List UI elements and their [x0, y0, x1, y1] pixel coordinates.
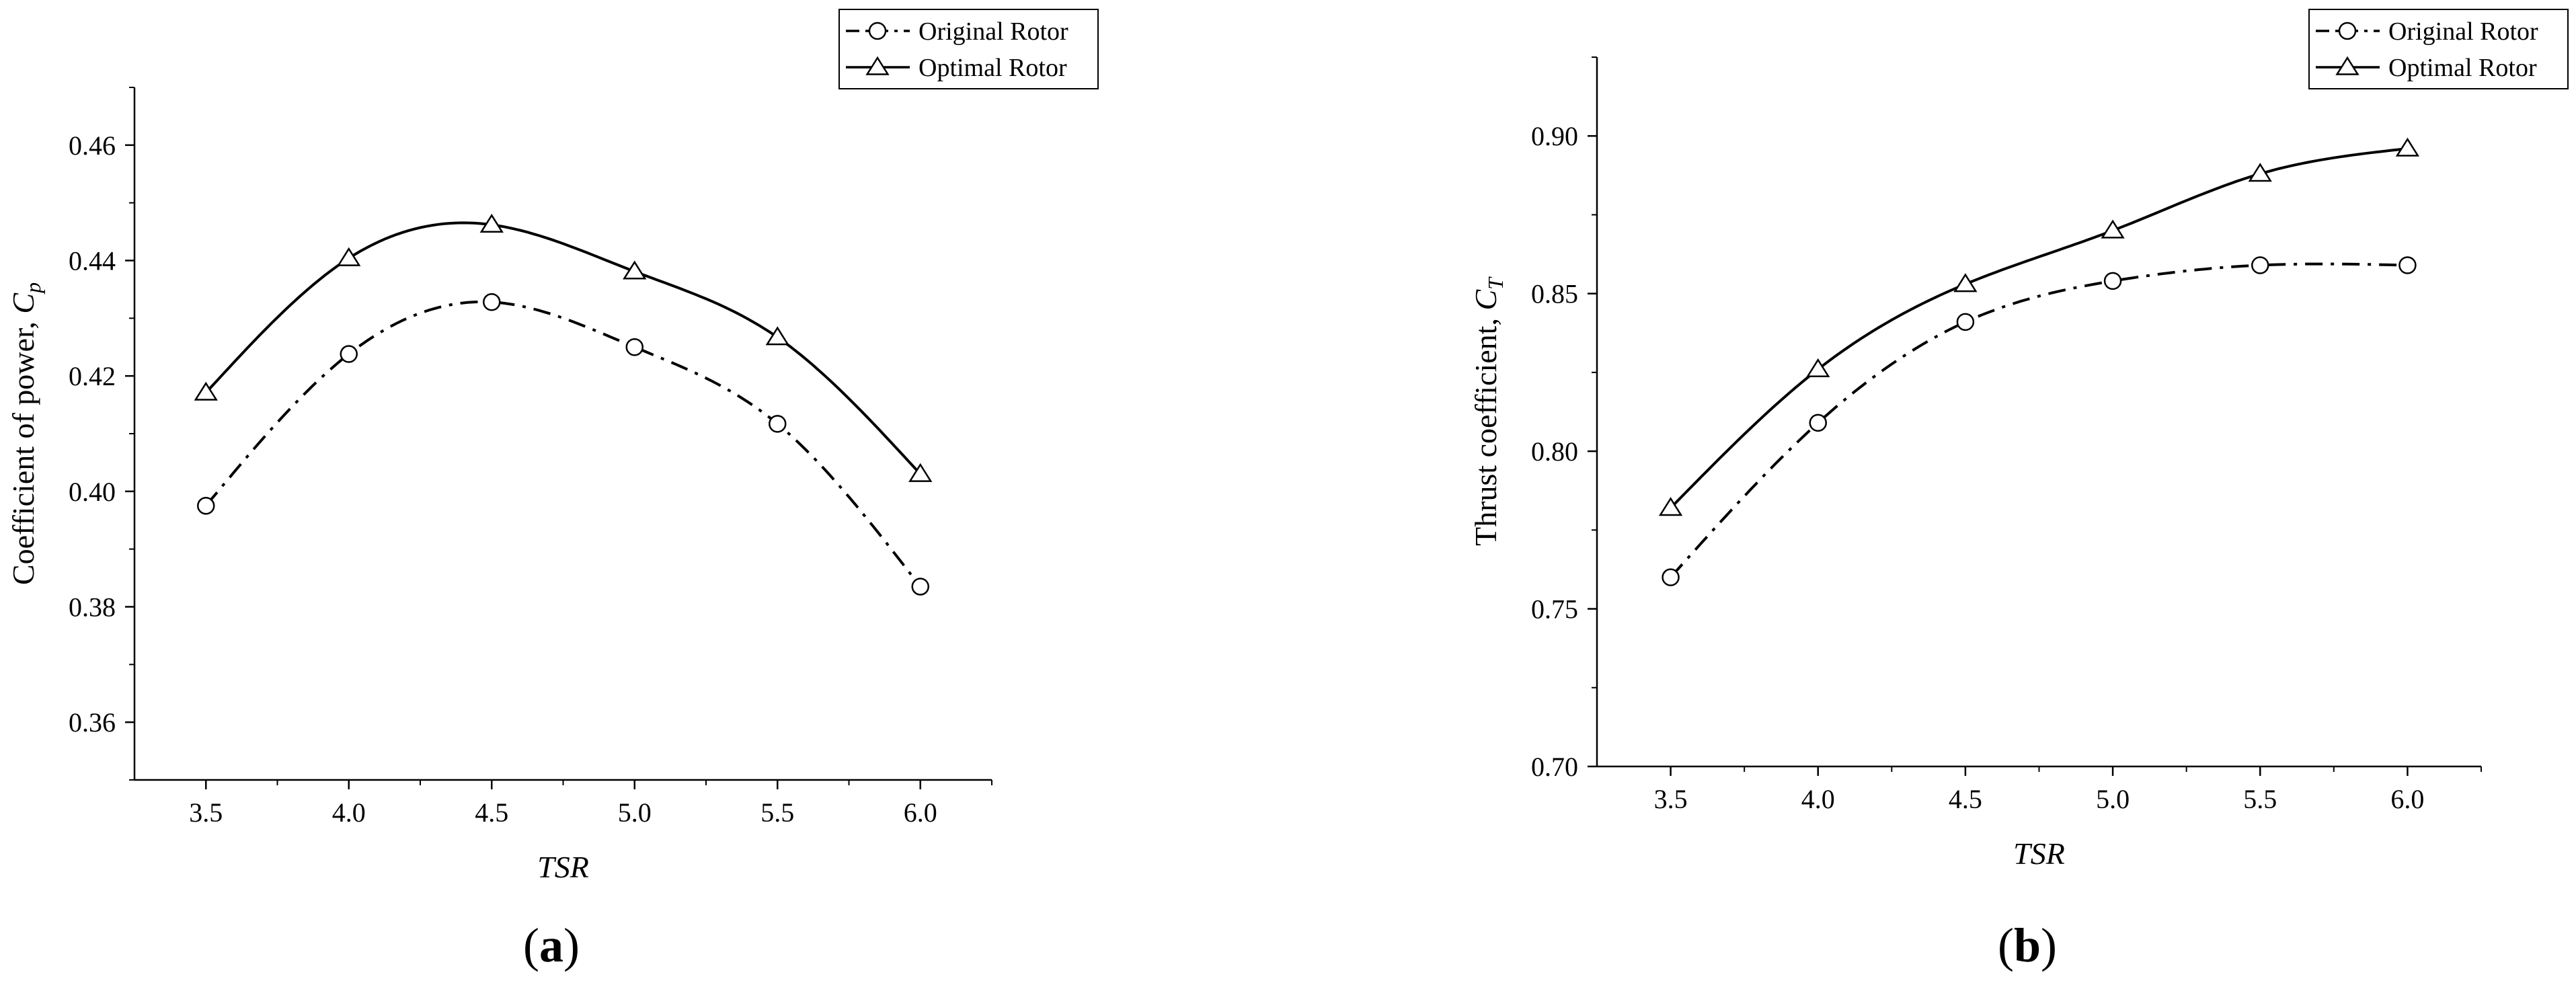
x-tick-label: 4.0: [1801, 784, 1835, 814]
x-axis-title: TSR: [2013, 836, 2065, 871]
circle-marker: [2398, 256, 2417, 274]
legend-label: Original Rotor: [919, 17, 1068, 46]
series-original-rotor: [197, 293, 929, 596]
y-tick-label: 0.80: [1531, 436, 1578, 467]
series-line: [1670, 147, 2408, 509]
circle-marker: [911, 578, 929, 596]
series-line: [204, 221, 922, 475]
series-original-rotor: [1662, 256, 2417, 586]
x-tick-label: 4.5: [475, 797, 508, 828]
x-tick-label: 4.5: [1949, 784, 1982, 814]
circle-marker: [769, 415, 787, 433]
y-tick-label: 0.75: [1531, 594, 1578, 625]
circle-marker: [2251, 256, 2269, 274]
x-tick-label: 5.0: [2096, 784, 2130, 814]
triangle-marker: [1658, 497, 1683, 516]
circle-marker: [340, 345, 358, 363]
chart-panel-a: 3.5 4.0 4.5 5.0 5.5 6.0 0.36 0.38 0.40 0.42 0.44 0.…: [6, 9, 1099, 972]
legend-marker: [2338, 22, 2357, 40]
x-tick-label: 6.0: [2390, 784, 2424, 814]
triangle-marker: [2395, 137, 2420, 157]
circle-marker: [1956, 313, 1975, 331]
circle-marker: [1662, 568, 1680, 586]
legend-marker: [865, 56, 890, 75]
chart-panel-b: 3.5 4.0 4.5 5.0 5.5 6.0 0.70 0.75 0.80 0.85 0.90 TS…: [1469, 9, 2569, 972]
legend-marker: [2335, 56, 2359, 75]
triangle-marker: [1953, 273, 1978, 292]
triangle-marker: [908, 463, 933, 482]
x-tick-label: 3.5: [1654, 784, 1688, 814]
x-tick-label: 6.0: [904, 797, 937, 828]
y-tick-label: 0.44: [69, 246, 116, 276]
y-axis-title: Thrust coefficient, CT: [1469, 276, 1508, 546]
circle-marker: [625, 338, 643, 356]
x-axis-title: TSR: [537, 850, 589, 884]
y-tick-label: 0.38: [69, 592, 116, 623]
legend-label: Optimal Rotor: [919, 54, 1067, 82]
y-tick-label: 0.42: [69, 361, 116, 391]
series-optimal-rotor: [1658, 137, 2420, 516]
circle-marker: [1809, 413, 1827, 432]
x-tick-label: 3.5: [189, 797, 223, 828]
legend: Original Rotor Optimal Rotor: [838, 9, 1099, 89]
y-tick-label: 0.46: [69, 130, 116, 161]
triangle-marker: [337, 247, 361, 266]
y-tick-label: 0.85: [1531, 279, 1578, 309]
triangle-marker: [194, 381, 218, 401]
panel-label: (a): [523, 918, 580, 972]
series-optimal-rotor: [194, 213, 933, 482]
y-tick-label: 0.36: [69, 707, 116, 738]
y-axis-title: Coefficient of power, Cp: [6, 282, 45, 585]
legend: Original Rotor Optimal Rotor: [2308, 9, 2569, 89]
legend-marker: [868, 22, 887, 40]
y-tick-label: 0.70: [1531, 752, 1578, 782]
legend-label: Optimal Rotor: [2388, 54, 2537, 82]
x-tick-label: 5.5: [760, 797, 794, 828]
x-tick-label: 4.0: [332, 797, 366, 828]
circle-marker: [2103, 272, 2122, 290]
triangle-marker: [2248, 163, 2272, 182]
triangle-marker: [623, 260, 647, 280]
series-line: [204, 300, 922, 588]
circle-marker: [483, 293, 501, 311]
triangle-marker: [1806, 358, 1830, 377]
triangle-marker: [2101, 219, 2125, 239]
triangle-marker: [765, 326, 789, 346]
series-line: [1670, 262, 2408, 579]
x-tick-label: 5.0: [618, 797, 652, 828]
panel-label: (b): [1998, 918, 2057, 972]
legend-box: [838, 9, 1099, 89]
y-tick-label: 0.40: [69, 477, 116, 507]
x-tick-label: 5.5: [2243, 784, 2277, 814]
triangle-marker: [479, 213, 504, 233]
legend-box: [2308, 9, 2569, 89]
y-tick-label: 0.90: [1531, 121, 1578, 151]
legend-label: Original Rotor: [2388, 17, 2538, 46]
circle-marker: [197, 497, 215, 515]
